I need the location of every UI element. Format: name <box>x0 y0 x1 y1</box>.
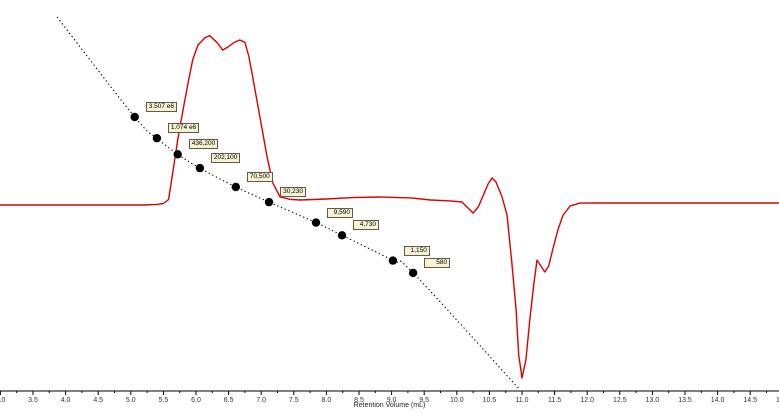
x-axis-tick-label: 5.5 <box>159 397 169 404</box>
x-axis-tick-label: 10.0 <box>450 397 464 404</box>
x-axis-tick-label: 14.5 <box>743 397 757 404</box>
calibration-point <box>130 112 139 122</box>
calibration-point <box>152 134 162 143</box>
calibration-point <box>408 268 418 278</box>
x-axis-tick-label: 11.0 <box>515 397 528 404</box>
x-axis-tick-label: 9.0 <box>387 397 397 404</box>
x-axis-tick-label: 3.0 <box>0 397 5 404</box>
x-axis-tick-label: 9.5 <box>419 397 429 404</box>
calibration-point <box>388 256 398 265</box>
x-axis-tick-label: 12.5 <box>613 397 627 404</box>
x-axis-title: Retention Volume (mL) <box>353 402 426 409</box>
calibration-point <box>311 218 321 227</box>
calibration-point <box>264 197 274 207</box>
x-axis-tick-label: 3.5 <box>28 397 38 404</box>
x-axis-tick-label: 6.0 <box>191 397 201 404</box>
calibration-point <box>231 182 240 192</box>
calibration-curve <box>56 16 521 391</box>
x-axis-tick-label: 8.5 <box>354 397 364 404</box>
x-axis-tick-label: 13.5 <box>678 397 692 404</box>
calibration-point <box>173 150 182 159</box>
x-axis-tick-label: 15.0 <box>776 397 779 404</box>
x-axis-tick-label: 11.5 <box>548 397 561 404</box>
x-axis-tick-label: 10.5 <box>483 397 497 404</box>
x-axis-tick-label: 7.0 <box>256 397 266 404</box>
x-axis-tick-label: 14.0 <box>711 397 725 404</box>
x-axis-tick-label: 13.0 <box>646 397 660 404</box>
calibration-point <box>195 163 205 173</box>
x-axis-tick-label: 4.5 <box>93 397 103 404</box>
x-axis-tick-label: 5.0 <box>126 397 136 404</box>
x-axis-tick-label: 6.5 <box>224 397 234 404</box>
x-axis-tick-label: 4.0 <box>61 397 71 404</box>
detector-trace <box>0 35 779 379</box>
x-axis-tick-label: 12.0 <box>580 397 594 404</box>
calibration-point <box>337 231 347 240</box>
x-axis-tick-label: 7.5 <box>289 397 299 404</box>
x-axis-tick-label: 8.0 <box>322 397 332 404</box>
